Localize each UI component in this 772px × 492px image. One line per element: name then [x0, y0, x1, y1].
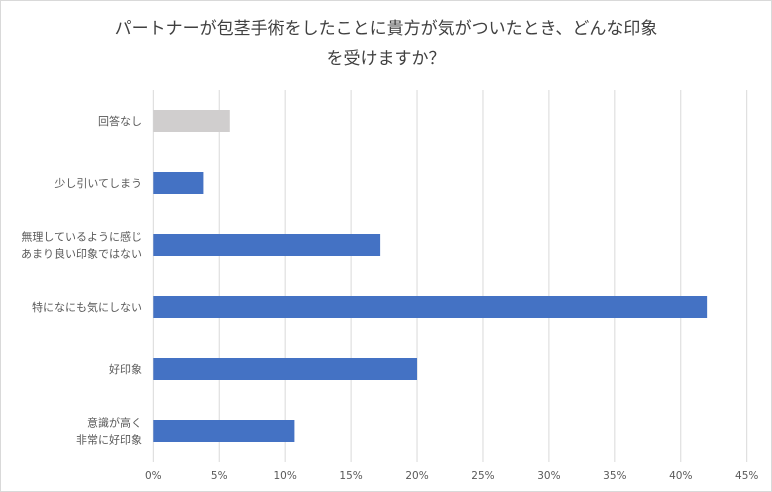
- chart-title: パートナーが包茎手術をしたことに貴方が気がついたとき、どんな印象 を受けますか？: [0, 14, 772, 74]
- tick-label: 40%: [669, 470, 692, 482]
- tick-label: 30%: [537, 470, 560, 482]
- tick-label: 15%: [339, 470, 362, 482]
- bar: [153, 110, 230, 132]
- bar: [153, 358, 418, 380]
- bar: [153, 420, 295, 442]
- category-label: 意識が高く: [87, 416, 142, 430]
- category-label: 回答なし: [98, 114, 142, 128]
- tick-label: 20%: [405, 470, 428, 482]
- category-label: 特になにも気にしない: [32, 300, 142, 314]
- bar: [153, 172, 204, 194]
- tick-label: 0%: [145, 470, 162, 482]
- tick-label: 10%: [273, 470, 296, 482]
- category-label: 少し引いてしまう: [54, 176, 142, 190]
- tick-label: 5%: [211, 470, 228, 482]
- tick-label: 45%: [735, 470, 758, 482]
- chart-title-line-2: を受けますか？: [326, 49, 446, 69]
- category-label: 無理しているように感じ: [21, 230, 142, 244]
- chart-title-line-1: パートナーが包茎手術をしたことに貴方が気がついたとき、どんな印象: [114, 19, 658, 39]
- bar: [153, 296, 708, 318]
- category-label: 好印象: [109, 362, 142, 376]
- category-label: あまり良い印象ではない: [21, 247, 142, 261]
- bar: [153, 234, 381, 256]
- tick-label: 35%: [603, 470, 626, 482]
- category-label: 非常に好印象: [76, 433, 142, 447]
- tick-label: 25%: [471, 470, 494, 482]
